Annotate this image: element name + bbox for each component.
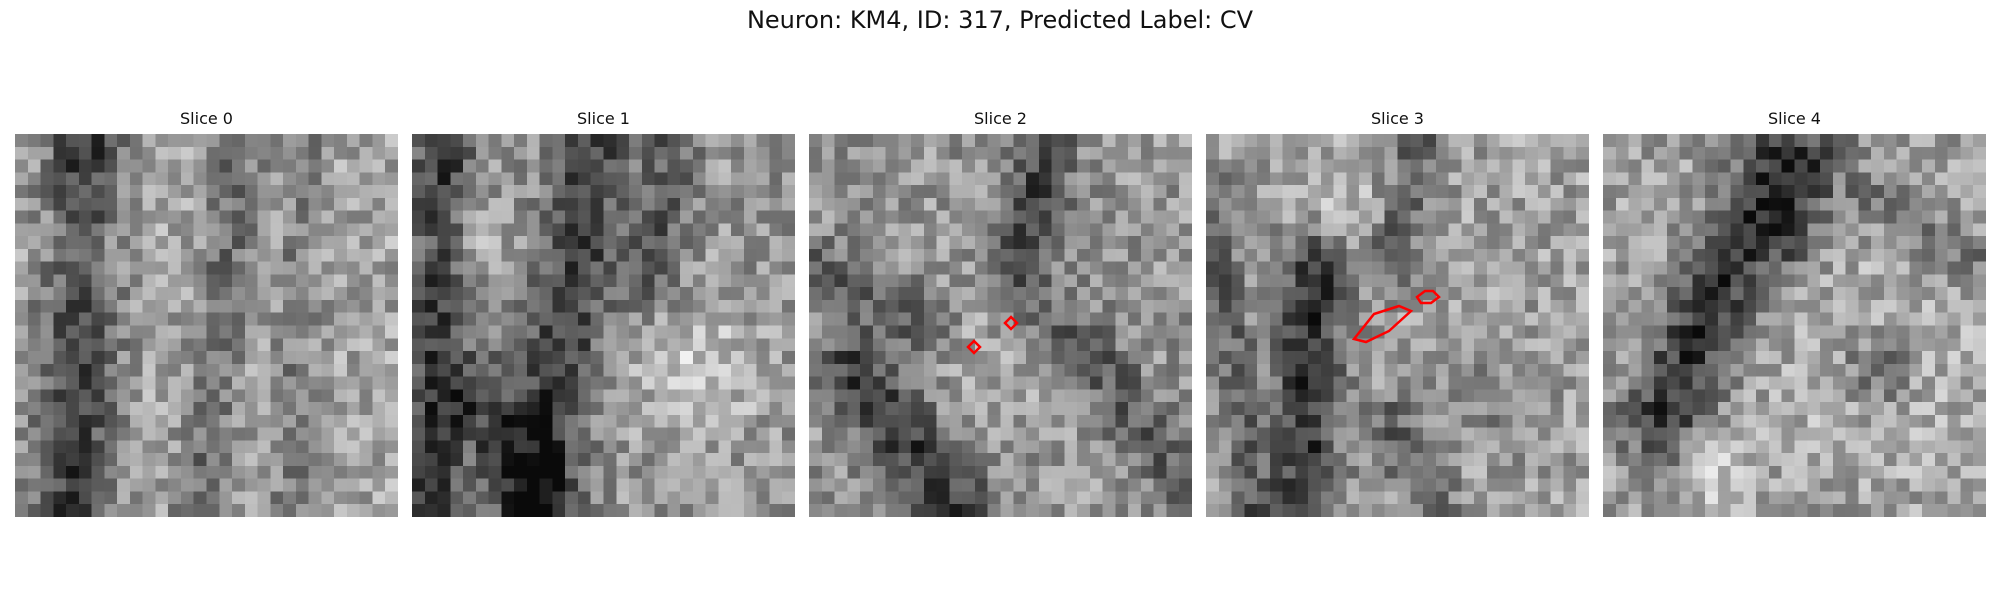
panel-title: Slice 2 (974, 109, 1027, 128)
slice-2-image (809, 134, 1192, 517)
panel-title: Slice 3 (1371, 109, 1424, 128)
slice-4-image (1603, 134, 1986, 517)
slice-image (412, 134, 795, 517)
slice-1-image (412, 134, 795, 517)
slice-0-image (15, 134, 398, 517)
contour-marker (966, 339, 982, 355)
panel-title: Slice 4 (1768, 109, 1821, 128)
slice-image (15, 134, 398, 517)
slice-image (1206, 134, 1589, 517)
panel-title: Slice 0 (180, 109, 233, 128)
contour-marker (1415, 289, 1441, 305)
slice-3-image (1206, 134, 1589, 517)
contour-marker (1351, 304, 1414, 344)
slice-image (809, 134, 1192, 517)
panel-slice-2: Slice 2 (809, 108, 1192, 517)
slice-image (1603, 134, 1986, 517)
contour-overlay (966, 315, 1019, 355)
panel-slice-0: Slice 0 (15, 108, 398, 517)
contour-marker (1003, 315, 1019, 331)
panel-slice-3: Slice 3 (1206, 108, 1589, 517)
panel-title: Slice 1 (577, 109, 630, 128)
figure-title: Neuron: KM4, ID: 317, Predicted Label: C… (746, 6, 1254, 34)
panel-slice-4: Slice 4 (1603, 108, 1986, 517)
contour-overlay (1351, 289, 1441, 344)
panel-slice-1: Slice 1 (412, 108, 795, 517)
